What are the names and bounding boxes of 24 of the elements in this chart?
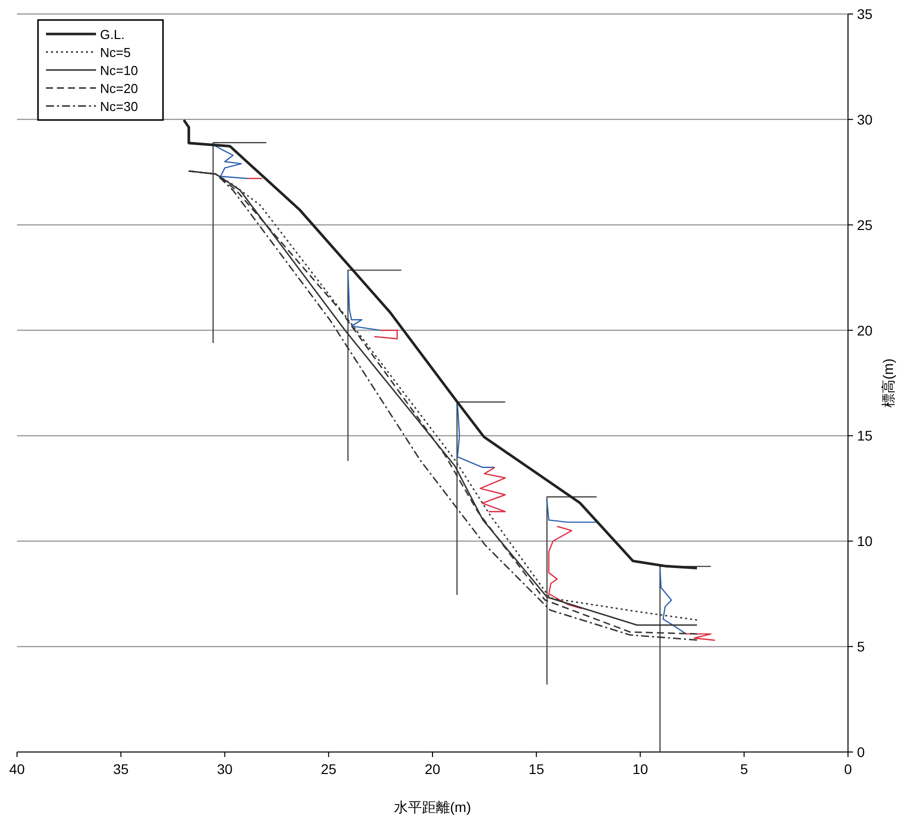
y-tick-label: 20 [857,322,873,338]
x-tick-label: 5 [740,761,748,777]
x-tick-label: 15 [528,761,544,777]
legend-label: Nc=20 [100,81,138,96]
x-tick-label: 30 [216,761,233,777]
y-tick-label: 30 [857,111,873,128]
y-tick-label: 0 [857,744,865,760]
y-tick-label: 35 [857,6,873,22]
x-axis-title: 水平距離(m) [394,799,471,815]
legend-label: G.L. [100,27,125,42]
x-tick-label: 20 [424,761,440,777]
x-tick-label: 35 [113,761,129,777]
y-tick-label: 5 [857,638,865,655]
x-tick-label: 0 [844,761,852,777]
legend-label: Nc=10 [100,63,138,78]
x-tick-label: 40 [9,761,25,777]
y-tick-label: 25 [857,216,873,233]
x-tick-label: 25 [320,761,337,777]
legend-label: Nc=5 [100,45,131,60]
y-axis-title: 標高(m) [880,358,896,408]
x-tick-label: 10 [632,761,648,777]
legend-label: Nc=30 [100,99,138,114]
y-tick-label: 15 [857,428,873,444]
y-tick-label: 10 [857,533,873,550]
